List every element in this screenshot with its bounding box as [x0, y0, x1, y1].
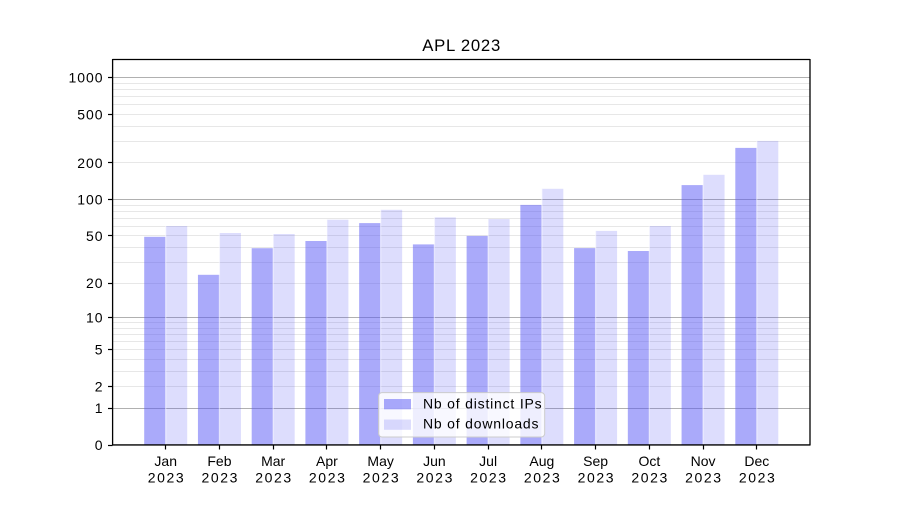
svg-text:Nov: Nov: [691, 453, 716, 469]
svg-text:50: 50: [86, 228, 104, 244]
svg-text:0: 0: [95, 437, 104, 453]
svg-text:2023: 2023: [148, 469, 186, 485]
svg-text:Apr: Apr: [316, 453, 338, 469]
svg-text:1000: 1000: [68, 70, 103, 86]
svg-text:20: 20: [86, 275, 104, 291]
svg-text:2023: 2023: [309, 469, 347, 485]
svg-text:Jul: Jul: [479, 453, 497, 469]
svg-text:2023: 2023: [363, 469, 401, 485]
svg-text:Oct: Oct: [638, 453, 660, 469]
svg-text:5: 5: [95, 342, 104, 358]
svg-text:2023: 2023: [255, 469, 293, 485]
svg-text:Nb of downloads: Nb of downloads: [423, 416, 539, 432]
svg-text:Mar: Mar: [261, 453, 285, 469]
svg-text:Dec: Dec: [744, 453, 769, 469]
svg-text:2023: 2023: [524, 469, 562, 485]
svg-text:Jan: Jan: [154, 453, 177, 469]
svg-text:2023: 2023: [631, 469, 669, 485]
svg-text:Aug: Aug: [529, 453, 554, 469]
svg-text:2023: 2023: [685, 469, 723, 485]
svg-text:Nb of distinct IPs: Nb of distinct IPs: [423, 396, 542, 412]
svg-text:APL 2023: APL 2023: [422, 36, 501, 55]
svg-text:200: 200: [77, 155, 103, 171]
svg-text:2023: 2023: [470, 469, 508, 485]
svg-text:2023: 2023: [416, 469, 454, 485]
svg-text:1: 1: [95, 400, 104, 416]
svg-text:2023: 2023: [578, 469, 616, 485]
svg-text:Feb: Feb: [207, 453, 231, 469]
svg-text:2: 2: [95, 379, 104, 395]
svg-text:2023: 2023: [201, 469, 239, 485]
svg-text:10: 10: [86, 309, 104, 325]
svg-text:Jun: Jun: [423, 453, 446, 469]
svg-text:2023: 2023: [739, 469, 777, 485]
svg-text:100: 100: [77, 192, 103, 208]
svg-text:500: 500: [77, 106, 103, 122]
svg-text:May: May: [367, 453, 393, 469]
svg-text:Sep: Sep: [583, 453, 608, 469]
